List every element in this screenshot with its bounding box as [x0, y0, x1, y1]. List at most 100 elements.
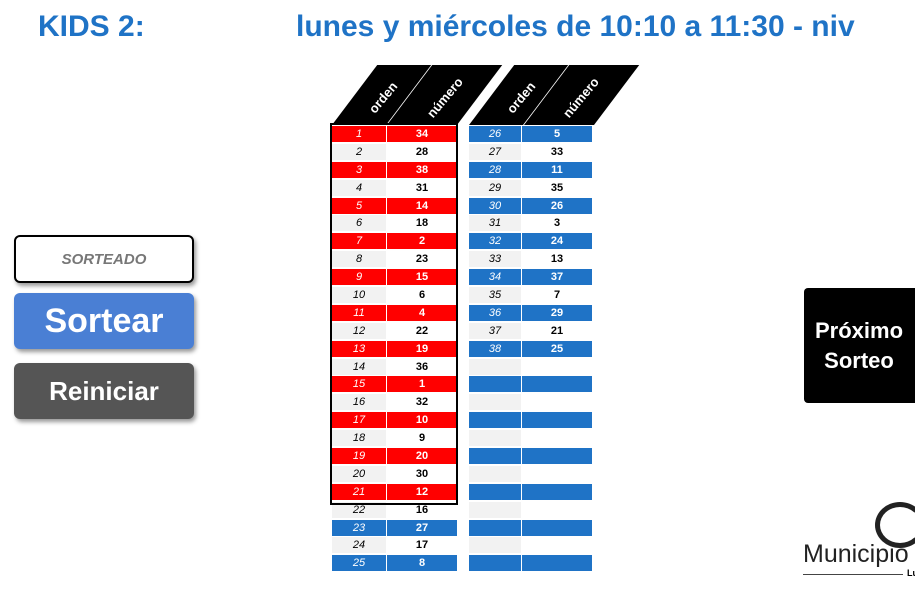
table-row: 35 7 [469, 286, 592, 304]
proximo-sorteo-button[interactable]: Próximo Sorteo [804, 288, 915, 403]
orden-cell [469, 358, 521, 375]
numero-cell: 2 [387, 233, 457, 250]
logo-subtext: Lu [907, 568, 915, 578]
numero-cell: 10 [387, 412, 457, 429]
orden-cell [469, 519, 521, 536]
numero-cell: 19 [387, 340, 457, 357]
numero-cell: 5 [522, 125, 592, 142]
table-row: 2 28 [332, 143, 457, 161]
numero-cell: 22 [387, 322, 457, 339]
numero-cell: 27 [387, 519, 457, 536]
table-row: 19 20 [332, 447, 457, 465]
orden-cell: 12 [332, 322, 386, 339]
orden-cell: 23 [332, 519, 386, 536]
table-row [469, 411, 592, 429]
numero-cell: 12 [387, 483, 457, 500]
table-row: 17 10 [332, 411, 457, 429]
table-row: 24 17 [332, 536, 457, 554]
table-row: 3 38 [332, 161, 457, 179]
orden-cell: 30 [469, 197, 521, 214]
orden-cell: 10 [332, 286, 386, 303]
orden-cell: 15 [332, 376, 386, 393]
sorteado-display: SORTEADO [14, 235, 194, 283]
reiniciar-button[interactable]: Reiniciar [14, 363, 194, 419]
orden-cell: 16 [332, 394, 386, 411]
orden-cell [469, 412, 521, 429]
table-row: 8 23 [332, 250, 457, 268]
numero-cell: 30 [387, 465, 457, 482]
table-row: 20 30 [332, 465, 457, 483]
table-row [469, 483, 592, 501]
orden-cell: 19 [332, 447, 386, 464]
numero-cell: 20 [387, 447, 457, 464]
orden-cell: 28 [469, 161, 521, 178]
numero-cell [522, 376, 592, 393]
schedule-title: lunes y miércoles de 10:10 a 11:30 - niv [296, 10, 855, 43]
orden-cell: 4 [332, 179, 386, 196]
numero-cell: 18 [387, 215, 457, 232]
table-row: 22 16 [332, 501, 457, 519]
numero-cell: 38 [387, 161, 457, 178]
numero-cell: 23 [387, 251, 457, 268]
orden-cell [469, 430, 521, 447]
orden-cell: 36 [469, 304, 521, 321]
orden-cell: 11 [332, 304, 386, 321]
table-row [469, 358, 592, 376]
orden-cell [469, 376, 521, 393]
numero-cell: 35 [522, 179, 592, 196]
numero-cell: 3 [522, 215, 592, 232]
orden-cell: 26 [469, 125, 521, 142]
numero-cell [522, 555, 592, 572]
orden-cell: 6 [332, 215, 386, 232]
orden-cell: 13 [332, 340, 386, 357]
numero-cell: 37 [522, 269, 592, 286]
table-row: 30 26 [469, 197, 592, 215]
numero-cell: 6 [387, 286, 457, 303]
numero-cell: 7 [522, 286, 592, 303]
group-title: KIDS 2: [38, 10, 145, 43]
table-row: 4 31 [332, 179, 457, 197]
orden-cell: 29 [469, 179, 521, 196]
orden-cell: 31 [469, 215, 521, 232]
numero-cell: 9 [387, 430, 457, 447]
table-row [469, 447, 592, 465]
numero-cell: 26 [522, 197, 592, 214]
municipio-logo: Municipio Lu [803, 500, 915, 578]
table-row: 14 36 [332, 358, 457, 376]
orden-cell [469, 447, 521, 464]
orden-cell [469, 483, 521, 500]
numero-cell: 31 [387, 179, 457, 196]
orden-cell [469, 465, 521, 482]
numero-cell: 1 [387, 376, 457, 393]
numero-cell [522, 519, 592, 536]
orden-cell: 3 [332, 161, 386, 178]
table-row: 37 21 [469, 322, 592, 340]
orden-cell [469, 555, 521, 572]
proximo-line2: Sorteo [824, 347, 894, 373]
table-row: 33 13 [469, 250, 592, 268]
orden-cell: 24 [332, 537, 386, 554]
table-row [469, 519, 592, 537]
table-row: 5 14 [332, 197, 457, 215]
table-row: 21 12 [332, 483, 457, 501]
numero-cell: 34 [387, 125, 457, 142]
orden-cell: 37 [469, 322, 521, 339]
logo-mark-icon [875, 502, 915, 548]
table-row: 27 33 [469, 143, 592, 161]
numero-cell: 28 [387, 143, 457, 160]
table-row: 34 37 [469, 268, 592, 286]
table-row: 36 29 [469, 304, 592, 322]
orden-cell: 32 [469, 233, 521, 250]
sortear-button[interactable]: Sortear [14, 293, 194, 349]
numero-cell: 33 [522, 143, 592, 160]
orden-cell: 20 [332, 465, 386, 482]
table-row: 31 3 [469, 214, 592, 232]
orden-cell: 18 [332, 430, 386, 447]
orden-cell [469, 501, 521, 518]
table-row [469, 429, 592, 447]
orden-cell: 5 [332, 197, 386, 214]
logo-line [803, 574, 903, 575]
left-draw-table: 1 34 2 28 3 38 4 31 5 14 6 18 7 2 8 23 9 15 10 6 11 4 12 22 13 19… [332, 125, 457, 572]
table-row [469, 465, 592, 483]
numero-cell: 8 [387, 555, 457, 572]
